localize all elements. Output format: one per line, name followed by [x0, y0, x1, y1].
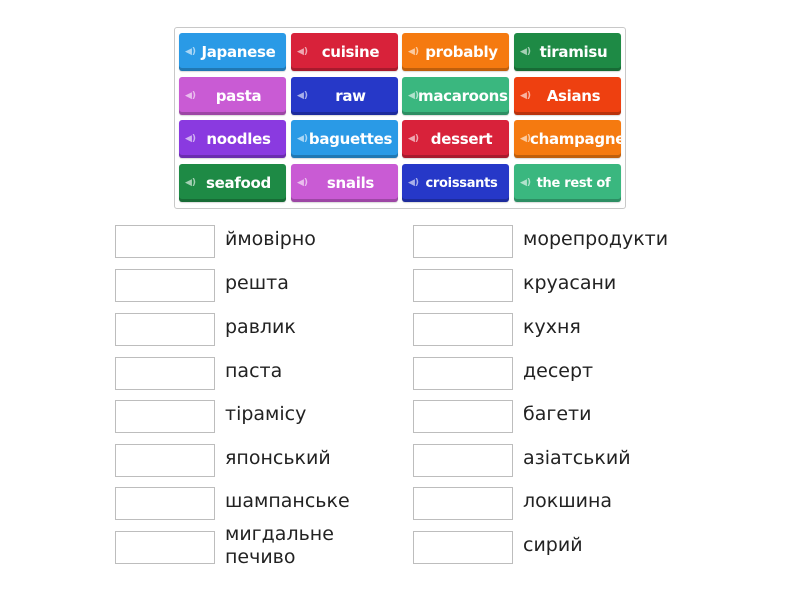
- tile-label: Asians: [546, 87, 601, 105]
- drop-box[interactable]: [115, 531, 215, 564]
- tile-label: probably: [425, 43, 498, 61]
- drop-box[interactable]: [115, 225, 215, 258]
- tile-label: Japanese: [201, 43, 276, 61]
- speaker-icon[interactable]: ◀): [520, 178, 532, 188]
- drop-box[interactable]: [115, 269, 215, 302]
- tile-label: the rest of: [536, 175, 611, 191]
- drop-box[interactable]: [413, 269, 513, 302]
- target-word: круасани: [523, 272, 617, 294]
- drop-box[interactable]: [115, 313, 215, 346]
- word-tile[interactable]: ◀) raw: [291, 77, 398, 115]
- speaker-icon[interactable]: ◀): [185, 47, 197, 57]
- speaker-icon[interactable]: ◀): [520, 91, 532, 101]
- speaker-icon[interactable]: ◀): [520, 134, 532, 144]
- drop-box[interactable]: [413, 225, 513, 258]
- speaker-icon[interactable]: ◀): [185, 91, 197, 101]
- drop-box[interactable]: [115, 487, 215, 520]
- target-word: шампанське: [225, 490, 350, 512]
- speaker-icon[interactable]: ◀): [408, 134, 420, 144]
- target-word: равлик: [225, 316, 296, 338]
- word-tile[interactable]: ◀) pasta: [179, 77, 286, 115]
- word-tile[interactable]: ◀) seafood: [179, 164, 286, 202]
- speaker-icon[interactable]: ◀): [185, 178, 197, 188]
- tile-label: raw: [335, 87, 366, 105]
- target-word: багети: [523, 403, 592, 425]
- target-word: азіатський: [523, 447, 631, 469]
- word-tile[interactable]: ◀) champagne: [514, 120, 621, 158]
- word-tile[interactable]: ◀) dessert: [402, 120, 509, 158]
- speaker-icon[interactable]: ◀): [297, 178, 309, 188]
- tile-label: seafood: [206, 174, 271, 192]
- word-tile[interactable]: ◀) baguettes: [291, 120, 398, 158]
- target-word: мигдальне печиво: [225, 523, 334, 568]
- tile-label: dessert: [430, 130, 493, 148]
- speaker-icon[interactable]: ◀): [297, 134, 309, 144]
- target-word: решта: [225, 272, 289, 294]
- drop-box[interactable]: [115, 357, 215, 390]
- tile-label: baguettes: [308, 130, 393, 148]
- speaker-icon[interactable]: ◀): [408, 47, 420, 57]
- speaker-icon[interactable]: ◀): [408, 91, 420, 101]
- word-tile[interactable]: ◀) Japanese: [179, 33, 286, 71]
- tile-label: croissants: [425, 175, 498, 191]
- word-tile[interactable]: ◀) croissants: [402, 164, 509, 202]
- drop-box[interactable]: [413, 357, 513, 390]
- drop-box[interactable]: [413, 313, 513, 346]
- target-word: локшина: [523, 490, 613, 512]
- target-word: сирий: [523, 534, 583, 556]
- tile-label: macaroons: [418, 87, 508, 105]
- speaker-icon[interactable]: ◀): [297, 91, 309, 101]
- drop-box[interactable]: [413, 487, 513, 520]
- speaker-icon[interactable]: ◀): [185, 134, 197, 144]
- target-word: ймовірно: [225, 228, 316, 250]
- word-tile[interactable]: ◀) Asians: [514, 77, 621, 115]
- target-word: паста: [225, 360, 283, 382]
- word-tile[interactable]: ◀) probably: [402, 33, 509, 71]
- tile-label: cuisine: [321, 43, 380, 61]
- word-bank: ◀) Japanese ◀) cuisine ◀) probably ◀) tiramisu ◀…: [174, 27, 626, 209]
- target-word: десерт: [523, 360, 594, 382]
- drop-box[interactable]: [413, 400, 513, 433]
- drop-box[interactable]: [413, 531, 513, 564]
- word-tile[interactable]: ◀) snails: [291, 164, 398, 202]
- tile-label: pasta: [215, 87, 262, 105]
- target-word: японський: [225, 447, 331, 469]
- drop-box[interactable]: [115, 444, 215, 477]
- tile-label: champagne: [530, 130, 621, 148]
- word-tile[interactable]: ◀) noodles: [179, 120, 286, 158]
- target-word: морепродукти: [523, 228, 669, 250]
- tile-label: tiramisu: [539, 43, 608, 61]
- target-word: кухня: [523, 316, 581, 338]
- tile-label: noodles: [206, 130, 271, 148]
- word-tile[interactable]: ◀) tiramisu: [514, 33, 621, 71]
- speaker-icon[interactable]: ◀): [520, 47, 532, 57]
- word-tile[interactable]: ◀) cuisine: [291, 33, 398, 71]
- word-tile[interactable]: ◀) the rest of: [514, 164, 621, 202]
- word-tile[interactable]: ◀) macaroons: [402, 77, 509, 115]
- speaker-icon[interactable]: ◀): [297, 47, 309, 57]
- speaker-icon[interactable]: ◀): [408, 178, 420, 188]
- drop-box[interactable]: [413, 444, 513, 477]
- tile-label: snails: [326, 174, 375, 192]
- target-word: тірамісу: [225, 403, 307, 425]
- drop-box[interactable]: [115, 400, 215, 433]
